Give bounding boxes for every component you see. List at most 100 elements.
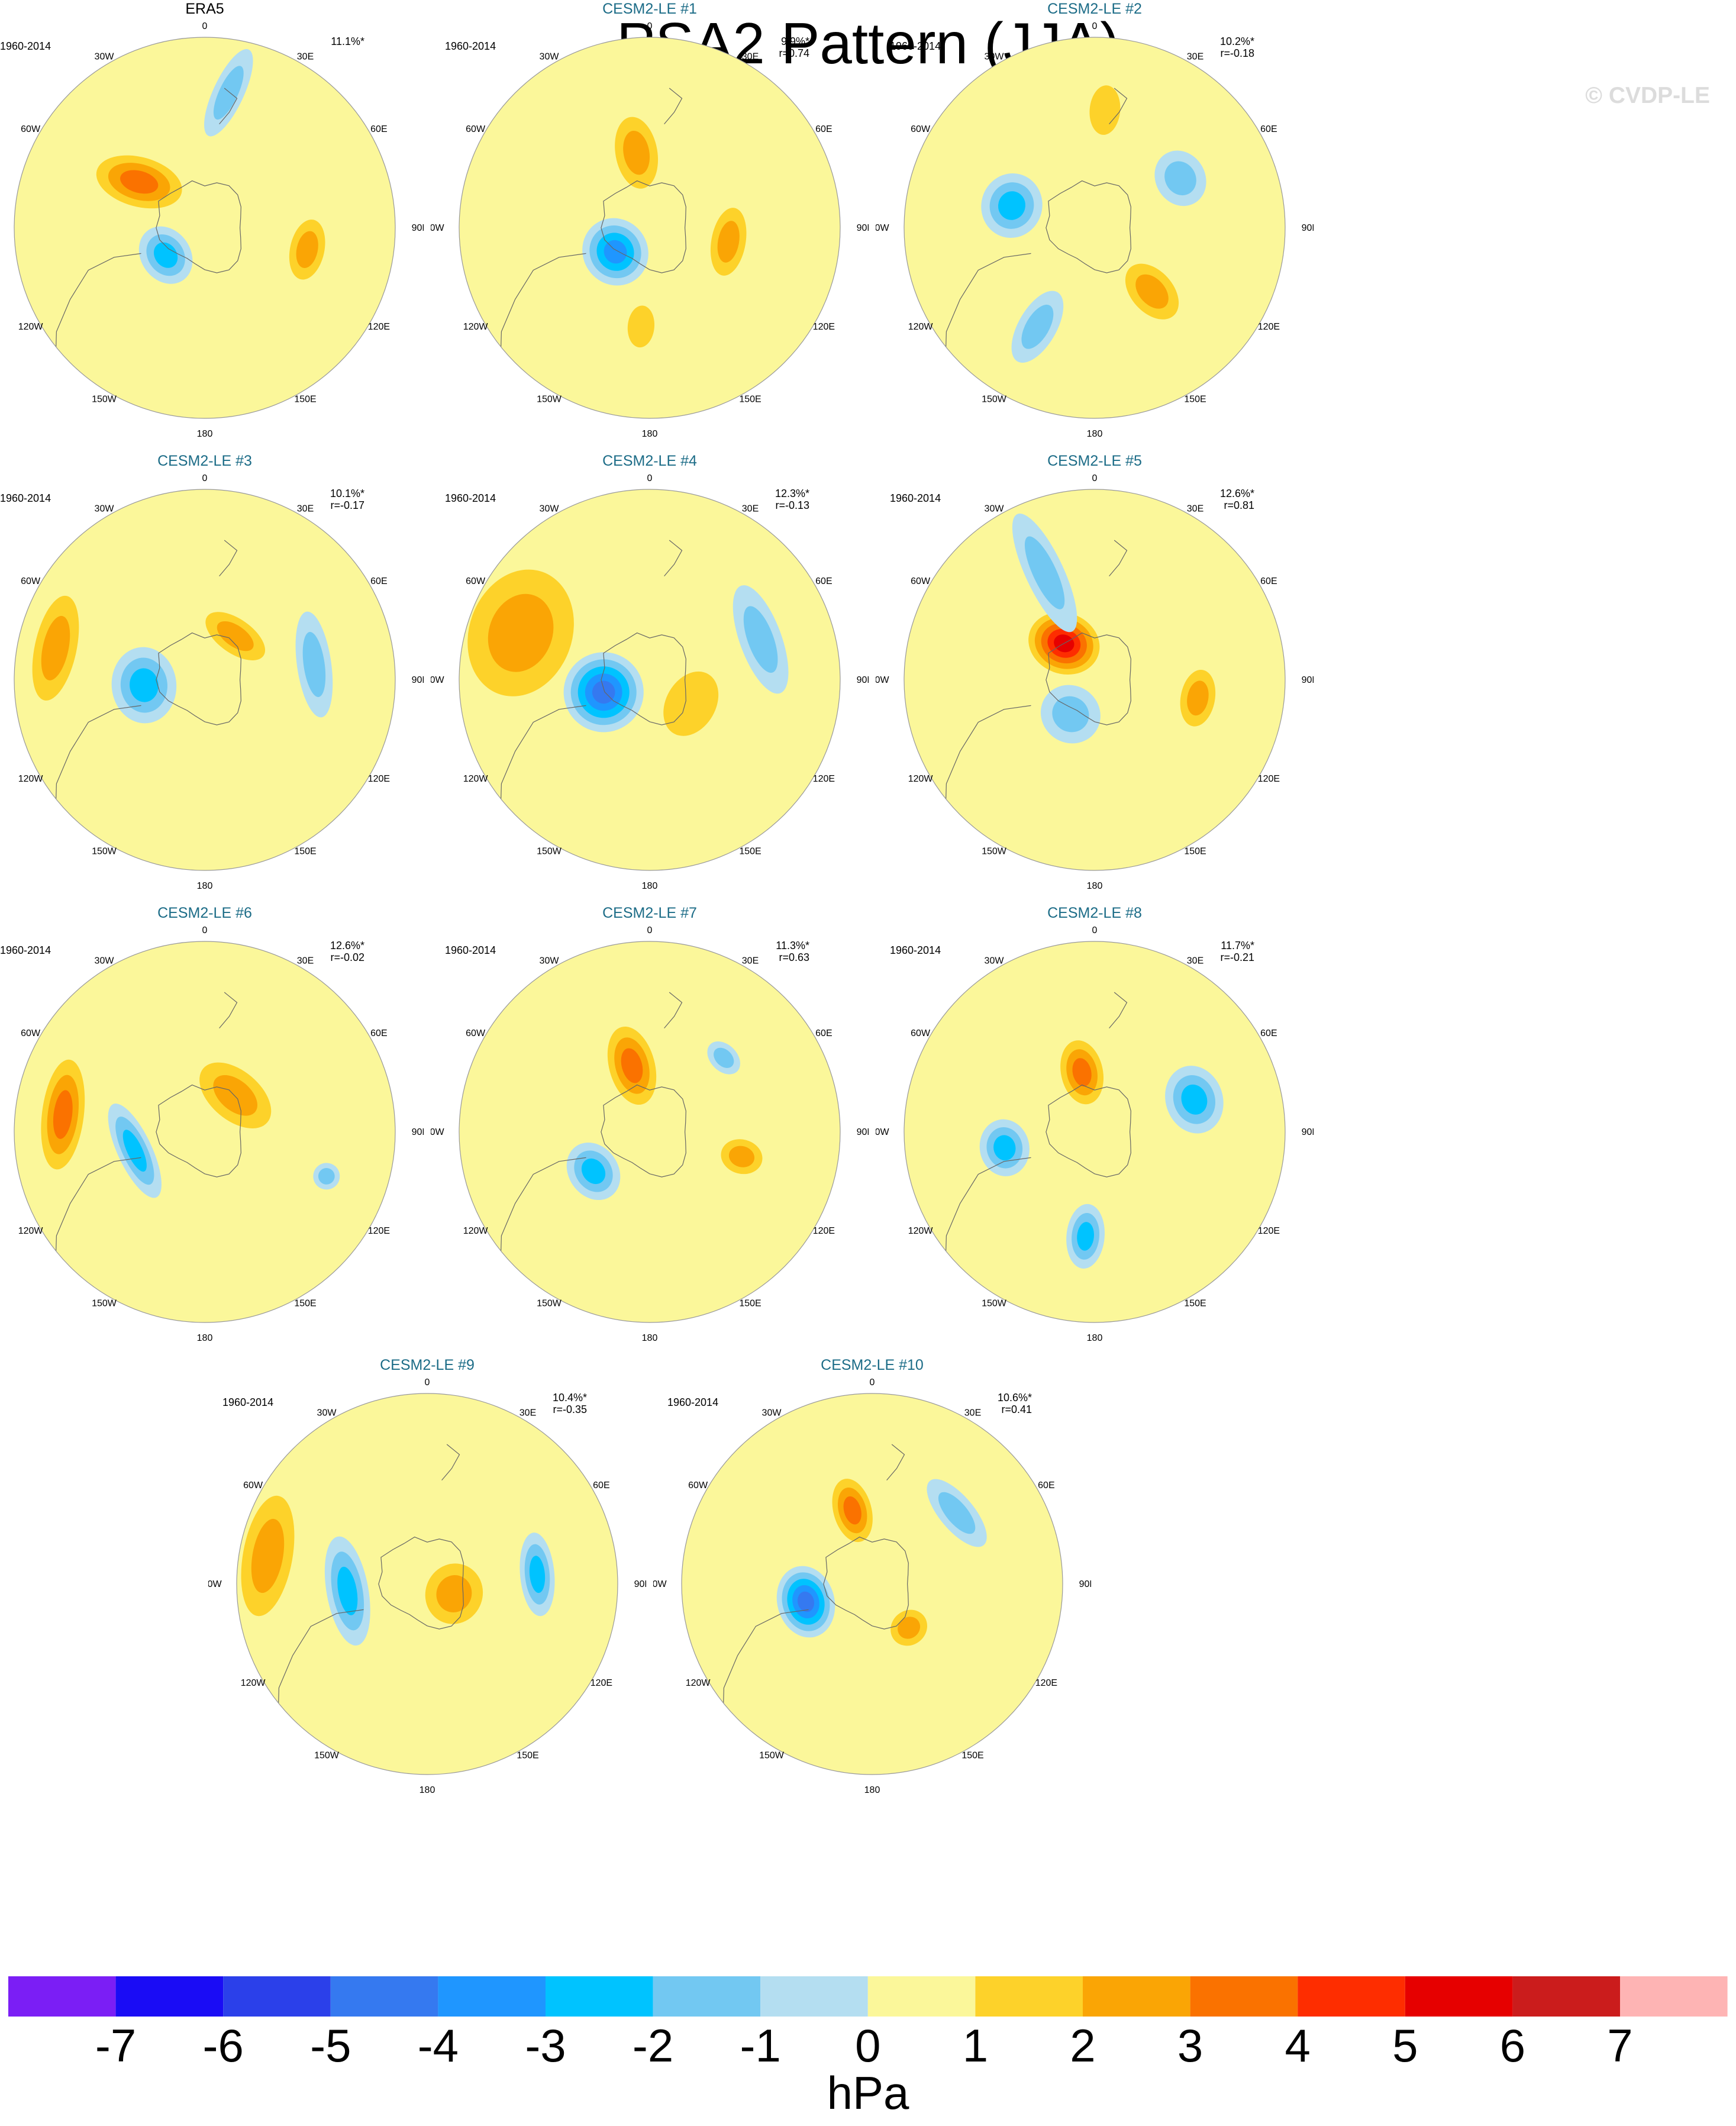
map-panel: 030E60E90E120E150E180150W120W90W60W30WCE… [208, 1356, 646, 1794]
variance-explained: 11.3%* [776, 940, 809, 951]
panel-period: 1960-2014 [0, 492, 51, 504]
pattern-correlation: r=-0.17 [330, 499, 364, 511]
longitude-label: 120W [463, 322, 489, 332]
map-panel: 030E60E90E120E150E180150W120W90W60W30WCE… [0, 452, 424, 890]
longitude-label: 180 [420, 1785, 435, 1794]
longitude-label: 60W [21, 124, 41, 134]
longitude-label: 30E [297, 504, 314, 514]
antarctica-coastline [601, 1084, 686, 1177]
panel-title: CESM2-LE #10 [821, 1357, 924, 1373]
polar-map: 030E60E90E120E150E180150W120W90W60W30W [876, 473, 1314, 890]
polar-map: 030E60E90E120E150E180150W120W90W60W30W [14, 473, 424, 890]
negative-anomaly-contour [337, 1566, 358, 1615]
colorbar-tick-label: -6 [202, 2019, 244, 2072]
longitude-label: 120E [813, 322, 835, 332]
longitude-label: 90W [431, 675, 445, 685]
longitude-label: 30E [1187, 504, 1203, 514]
negative-anomaly-contour [1021, 304, 1054, 349]
variance-explained: 11.7%* [1221, 940, 1254, 951]
longitude-label: 30W [985, 52, 1005, 62]
map-boundary [14, 37, 396, 419]
longitude-label: 150W [92, 1298, 117, 1308]
longitude-label: 60E [593, 1480, 609, 1491]
longitude-label: 150E [294, 846, 316, 856]
positive-anomaly-contour [663, 671, 719, 736]
positive-anomaly-contour [621, 1048, 643, 1083]
longitude-label: 180 [642, 881, 658, 890]
positive-anomaly-contour [251, 1518, 285, 1593]
longitude-label: 0 [202, 473, 208, 483]
map-boundary [459, 489, 841, 871]
longitude-label: 90W [208, 1579, 222, 1589]
longitude-label: 30W [540, 956, 560, 966]
variance-explained: 12.6%* [330, 940, 364, 951]
longitude-label: 0 [870, 1377, 875, 1388]
panel-period: 1960-2014 [667, 1396, 719, 1408]
colorbar-tick-label: -2 [632, 2019, 674, 2072]
longitude-label: 150W [982, 846, 1007, 856]
longitude-label: 150W [759, 1750, 785, 1760]
longitude-label: 150E [739, 846, 761, 856]
longitude-label: 150E [1184, 846, 1206, 856]
positive-anomaly-contour [296, 231, 318, 269]
south-america-coastline [55, 705, 141, 805]
positive-anomaly-contour [120, 170, 159, 194]
longitude-label: 120W [686, 1678, 711, 1688]
longitude-label: 120E [1258, 1226, 1280, 1236]
longitude-label: 30W [317, 1408, 337, 1418]
longitude-label: 0 [647, 473, 653, 483]
map-panel: 030E60E90E120E150E180150W120W90W60W30WCE… [431, 0, 869, 438]
longitude-label: 120W [908, 322, 934, 332]
longitude-label: 120E [1258, 774, 1280, 784]
colorbar-swatch [867, 1976, 976, 2017]
longitude-label: 150E [961, 1750, 983, 1760]
map-boundary [14, 489, 396, 871]
longitude-label: 90E [412, 223, 424, 233]
longitude-label: 180 [864, 1785, 880, 1794]
longitude-label: 60E [815, 576, 832, 586]
longitude-label: 60E [1260, 124, 1277, 134]
longitude-label: 30E [297, 52, 314, 62]
colorbar-swatch [1405, 1976, 1513, 2017]
longitude-label: 60E [815, 124, 832, 134]
pattern-correlation: r=-0.21 [1220, 951, 1254, 963]
longitude-label: 60E [1260, 1028, 1277, 1038]
colorbar-swatch [1190, 1976, 1298, 2017]
variance-explained: 12.3%* [775, 488, 809, 499]
longitude-label: 30E [742, 52, 759, 62]
longitude-label: 30E [742, 504, 759, 514]
positive-anomaly-contour [41, 615, 70, 680]
map-panel: 030E60E90E120E150E180150W120W90W60W30WER… [0, 0, 424, 438]
longitude-label: 120E [368, 774, 390, 784]
longitude-label: 30W [985, 504, 1005, 514]
polar-map: 030E60E90E120E150E180150W120W90W60W30W [431, 925, 869, 1342]
antarctica-coastline [1046, 180, 1131, 273]
longitude-label: 120E [1258, 322, 1280, 332]
longitude-label: 60W [466, 1028, 486, 1038]
longitude-label: 120E [591, 1678, 612, 1688]
negative-anomaly-contour [529, 1556, 546, 1593]
new-zealand-coastline [219, 992, 238, 1028]
new-zealand-coastline [664, 540, 683, 576]
positive-anomaly-contour [436, 1575, 472, 1612]
longitude-label: 0 [1092, 473, 1098, 483]
south-america-coastline [55, 253, 141, 353]
colorbar-swatch [1083, 1976, 1190, 2017]
negative-anomaly-contour [1024, 536, 1065, 609]
map-boundary [904, 489, 1286, 871]
positive-anomaly-contour [1089, 85, 1121, 135]
antarctica-coastline [156, 632, 241, 725]
map-boundary [904, 37, 1286, 419]
south-america-coastline [945, 1157, 1031, 1257]
longitude-label: 60W [911, 576, 931, 586]
negative-anomaly-contour [581, 1158, 606, 1185]
longitude-label: 120W [463, 1226, 489, 1236]
negative-anomaly-contour [1077, 1222, 1095, 1251]
positive-anomaly-contour [1187, 680, 1209, 716]
colorbar-swatch [1512, 1976, 1620, 2017]
longitude-label: 90W [431, 1127, 445, 1137]
longitude-label: 0 [202, 21, 208, 31]
colorbar-swatch [115, 1976, 224, 2017]
longitude-label: 30W [95, 52, 115, 62]
antarctica-coastline [1046, 632, 1131, 725]
